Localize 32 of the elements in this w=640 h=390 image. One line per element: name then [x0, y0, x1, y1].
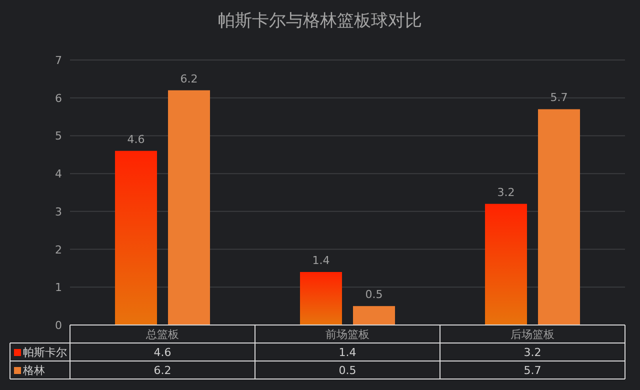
- data-label: 3.2: [497, 186, 515, 199]
- y-tick-label: 7: [55, 54, 62, 67]
- bar: [168, 90, 210, 325]
- legend-label: 帕斯卡尔: [23, 346, 67, 359]
- y-tick-label: 3: [55, 205, 62, 218]
- data-label: 0.5: [365, 288, 383, 302]
- bar: [300, 272, 342, 325]
- text: 3.2: [524, 346, 542, 359]
- chart-title: 帕斯卡尔与格林篮板球对比: [218, 11, 422, 31]
- text: 1.4: [338, 346, 356, 359]
- text: 6.2: [154, 364, 172, 377]
- legend-label: 格林: [22, 364, 45, 377]
- y-tick-label: 0: [55, 319, 62, 332]
- x-tick-label: 后场篮板: [510, 328, 554, 341]
- y-tick-label: 5: [55, 130, 62, 143]
- bar: [115, 150, 157, 325]
- bar: [485, 204, 527, 325]
- data-label: 4.6: [127, 132, 145, 146]
- text: 4.6: [154, 346, 172, 359]
- y-tick-label: 6: [55, 92, 62, 105]
- y-tick-label: 1: [55, 281, 62, 294]
- y-tick-label: 4: [55, 168, 62, 181]
- data-label: 1.4: [312, 254, 330, 267]
- data-label: 6.2: [180, 72, 198, 86]
- text: 5.7: [524, 364, 542, 377]
- x-tick-label: 前场篮板: [326, 328, 370, 341]
- bar: [353, 306, 395, 325]
- data-label: 5.7: [550, 91, 568, 104]
- text: 0.5: [338, 364, 356, 377]
- y-tick-label: 2: [55, 243, 62, 256]
- bar: [538, 109, 580, 325]
- x-tick-label: 总篮板: [145, 328, 179, 341]
